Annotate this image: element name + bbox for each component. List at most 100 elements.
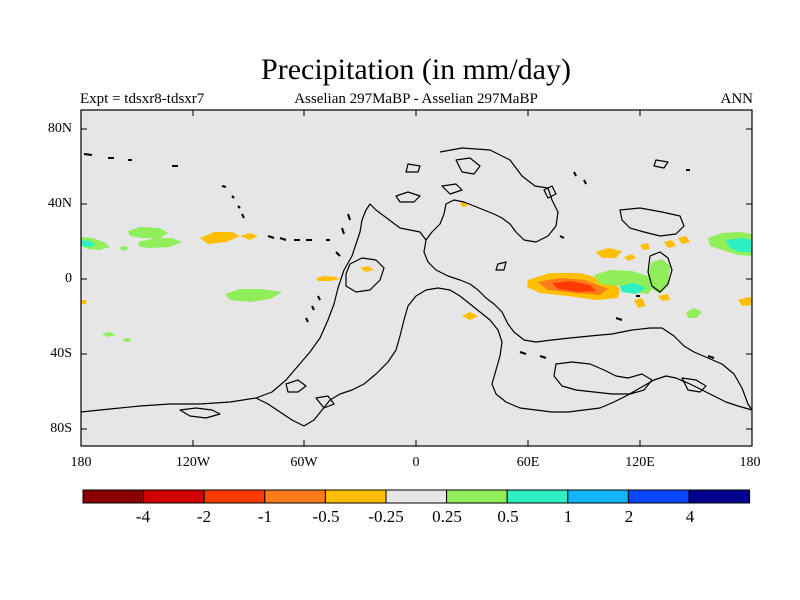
island bbox=[237, 205, 241, 209]
island bbox=[221, 185, 227, 188]
anomaly-patch bbox=[316, 276, 340, 281]
colorbar-label: 0.25 bbox=[432, 507, 462, 526]
anomaly-patch bbox=[240, 233, 258, 240]
anomaly-patch bbox=[664, 240, 676, 248]
colorbar-label: -0.25 bbox=[368, 507, 404, 526]
anomaly-patch bbox=[658, 294, 670, 301]
period-label: Asselian 297MaBP - Asselian 297MaBP bbox=[294, 91, 538, 107]
anomaly-patch bbox=[122, 338, 132, 342]
colorbar-swatch bbox=[324, 489, 387, 504]
island bbox=[341, 227, 345, 235]
anomaly-patch bbox=[596, 248, 622, 258]
island bbox=[241, 213, 245, 219]
x-tick-label: 120E bbox=[625, 455, 655, 470]
coastline bbox=[681, 377, 707, 393]
colorbar-swatch bbox=[385, 489, 448, 504]
coastlines bbox=[80, 147, 753, 427]
colorbar-label: 2 bbox=[624, 507, 634, 526]
anomaly-patch bbox=[552, 281, 596, 292]
x-tick-label: 180 bbox=[739, 455, 761, 470]
island bbox=[305, 317, 309, 323]
coastline bbox=[285, 379, 307, 393]
island bbox=[279, 237, 287, 241]
anomaly-patch bbox=[81, 240, 96, 247]
anomaly-patch bbox=[678, 236, 690, 244]
coastline bbox=[395, 191, 421, 203]
anomaly-patch bbox=[102, 332, 116, 337]
anomaly-patch bbox=[738, 297, 752, 306]
season-label: ANN bbox=[720, 91, 754, 107]
anomaly-patch bbox=[462, 312, 478, 320]
colorbar-label: 1 bbox=[563, 507, 573, 526]
anomaly-patch bbox=[138, 238, 182, 248]
coastline bbox=[345, 257, 385, 293]
island bbox=[615, 317, 623, 321]
colorbar-swatch bbox=[143, 489, 205, 504]
x-tick-label: 60E bbox=[516, 455, 540, 470]
island bbox=[311, 305, 315, 311]
x-tick-label: 120W bbox=[175, 455, 211, 470]
coastline bbox=[619, 207, 685, 237]
colorbar-swatch bbox=[264, 489, 326, 504]
colorbar-label: -2 bbox=[196, 507, 212, 526]
coastline bbox=[179, 407, 221, 419]
experiment-label: Expt = tdsxr8-tdsxr7 bbox=[80, 91, 205, 107]
anomaly-patch bbox=[726, 238, 752, 252]
anomaly-patch bbox=[81, 300, 87, 304]
island-dashes bbox=[83, 153, 715, 359]
anomaly-patch bbox=[118, 246, 130, 251]
coastline bbox=[553, 361, 653, 395]
anomaly-patch bbox=[620, 283, 646, 294]
anomaly-patch bbox=[360, 266, 374, 272]
coastline bbox=[543, 185, 557, 199]
island bbox=[583, 179, 587, 185]
coastline bbox=[315, 395, 335, 409]
anomaly-patch bbox=[634, 298, 646, 308]
anomaly-patch bbox=[686, 308, 702, 318]
y-tick-label: 80N bbox=[47, 121, 72, 136]
anomaly-patch bbox=[225, 289, 282, 302]
x-tick-label: 60W bbox=[290, 455, 318, 470]
coastline bbox=[647, 251, 673, 293]
island bbox=[267, 235, 275, 239]
colorbar-label: -1 bbox=[257, 507, 273, 526]
island bbox=[83, 153, 93, 156]
colorbar-swatch bbox=[82, 489, 145, 504]
coastline bbox=[455, 157, 481, 175]
anomaly-patch bbox=[640, 243, 650, 250]
colorbar-label: 4 bbox=[685, 507, 695, 526]
coastline bbox=[423, 147, 753, 411]
coastline bbox=[80, 203, 427, 413]
island bbox=[335, 251, 341, 257]
colorbar-label: 0.5 bbox=[497, 507, 519, 526]
colorbar-swatch bbox=[506, 489, 569, 504]
anomaly-patch bbox=[128, 227, 168, 238]
anomaly-patch bbox=[200, 232, 240, 244]
coastline bbox=[653, 159, 669, 169]
island bbox=[573, 171, 577, 177]
plot-title: Precipitation (in mm/day) bbox=[261, 53, 571, 86]
coastline bbox=[405, 163, 421, 173]
island bbox=[519, 351, 527, 355]
colorbar-label: -4 bbox=[135, 507, 151, 526]
island bbox=[707, 355, 715, 359]
island bbox=[539, 355, 547, 359]
colorbar-swatch bbox=[446, 489, 508, 504]
x-tick-label: 180 bbox=[70, 455, 92, 470]
island bbox=[347, 213, 351, 221]
colorbar bbox=[82, 489, 751, 504]
colorbar-swatch bbox=[203, 489, 266, 504]
precip-anomaly-fields bbox=[81, 202, 752, 342]
anomaly-patch bbox=[648, 259, 670, 294]
y-tick-label: 40N bbox=[47, 196, 72, 211]
island bbox=[317, 295, 321, 301]
y-tick-label: 0 bbox=[65, 271, 72, 286]
island bbox=[231, 195, 235, 199]
y-tick-label: 40S bbox=[50, 346, 72, 361]
anomaly-patch bbox=[624, 254, 636, 261]
coastline bbox=[441, 183, 463, 195]
colorbar-label: -0.5 bbox=[312, 507, 340, 526]
y-tick-label: 80S bbox=[50, 421, 72, 436]
island bbox=[559, 235, 565, 239]
colorbar-swatch bbox=[567, 489, 629, 504]
